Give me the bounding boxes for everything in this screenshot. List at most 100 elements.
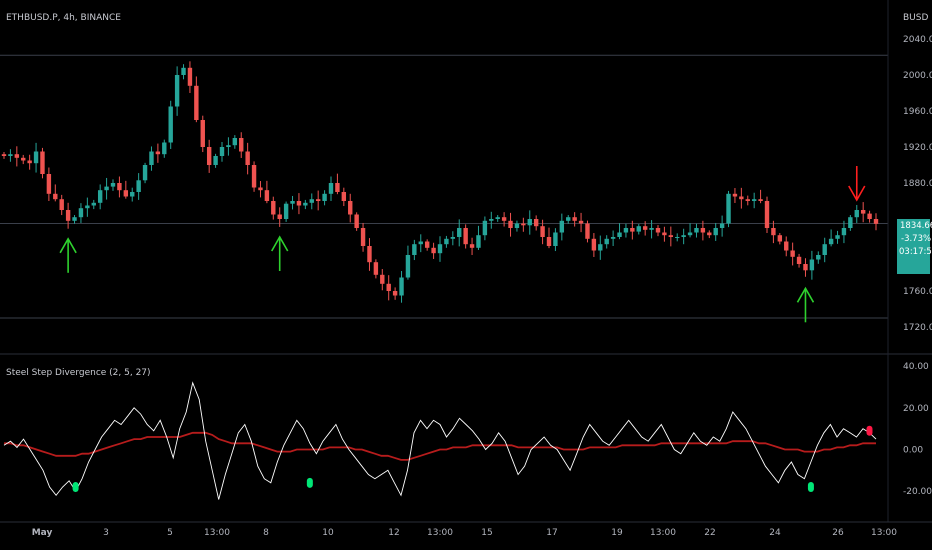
candle-body bbox=[412, 244, 417, 255]
candle-body bbox=[33, 151, 39, 164]
candle-body bbox=[713, 228, 718, 236]
candle-body bbox=[591, 238, 597, 251]
candle bbox=[687, 223, 693, 238]
candle bbox=[649, 220, 654, 239]
candle bbox=[380, 269, 385, 291]
price-tick-label: 1760.00 bbox=[903, 287, 932, 297]
candle bbox=[85, 197, 90, 217]
candle bbox=[623, 223, 629, 238]
candle bbox=[521, 217, 526, 232]
candle-body bbox=[707, 232, 712, 236]
time-tick-label: 5 bbox=[167, 528, 173, 538]
candle bbox=[553, 228, 558, 252]
candle-body bbox=[418, 241, 423, 245]
candle bbox=[431, 242, 436, 259]
time-tick-label: 13:00 bbox=[650, 528, 676, 538]
candle bbox=[809, 250, 815, 280]
candle bbox=[758, 189, 763, 204]
candle-body bbox=[533, 219, 539, 227]
candle bbox=[72, 215, 77, 224]
candle bbox=[713, 222, 718, 241]
candle bbox=[630, 220, 635, 240]
time-tick-label: 26 bbox=[832, 528, 844, 538]
candle bbox=[610, 230, 616, 246]
candle bbox=[655, 225, 661, 237]
candle bbox=[155, 143, 161, 163]
candle-body bbox=[867, 213, 872, 219]
candle bbox=[14, 146, 20, 167]
candle-body bbox=[739, 196, 744, 200]
price-badge-change: -3.73% bbox=[901, 234, 932, 244]
price-tick-label: 2000.00 bbox=[903, 71, 932, 81]
candle-body bbox=[8, 154, 13, 156]
candle bbox=[585, 220, 590, 243]
candle bbox=[739, 187, 744, 209]
candle-body bbox=[854, 210, 859, 218]
candle-body bbox=[174, 75, 180, 107]
candle bbox=[784, 236, 789, 257]
candle-body bbox=[662, 232, 667, 236]
candle-body bbox=[578, 220, 584, 224]
candle-body bbox=[354, 214, 359, 228]
candle-body bbox=[777, 235, 783, 242]
price-tick-label: 1960.00 bbox=[903, 107, 932, 117]
candle-body bbox=[610, 237, 616, 239]
candle bbox=[533, 215, 539, 231]
candle bbox=[21, 154, 26, 165]
sell-arrow-icon bbox=[848, 166, 866, 202]
candle-body bbox=[617, 232, 622, 237]
candle-body bbox=[46, 174, 52, 194]
candle bbox=[828, 229, 834, 247]
candle bbox=[40, 147, 45, 179]
oscillator-tick-label: 0.00 bbox=[903, 446, 923, 456]
candle-body bbox=[290, 201, 295, 204]
candle bbox=[33, 142, 39, 173]
candle-body bbox=[348, 201, 353, 215]
candle bbox=[123, 180, 129, 199]
candle-body bbox=[1, 154, 7, 156]
candle bbox=[860, 202, 866, 223]
candle bbox=[194, 76, 199, 123]
candle bbox=[264, 180, 270, 204]
candle bbox=[489, 211, 494, 229]
candle-body bbox=[251, 165, 257, 188]
candle bbox=[848, 215, 853, 231]
candle bbox=[354, 212, 359, 231]
candle-body bbox=[463, 228, 468, 245]
candle bbox=[566, 215, 571, 224]
candle bbox=[591, 233, 597, 257]
price-badge-price: 1834.66 bbox=[900, 221, 932, 231]
candle-body bbox=[700, 228, 706, 233]
candle bbox=[213, 153, 218, 168]
candle-body bbox=[194, 85, 199, 120]
time-tick-label: 13:00 bbox=[427, 528, 453, 538]
candle-body bbox=[309, 199, 314, 203]
candle bbox=[335, 173, 340, 195]
candle bbox=[136, 173, 141, 200]
candle-body bbox=[258, 187, 263, 191]
bull-divergence-marker bbox=[807, 482, 814, 492]
candle bbox=[290, 195, 295, 210]
oscillator-tick-label: 40.00 bbox=[903, 362, 929, 372]
candle bbox=[790, 242, 795, 266]
candle-body bbox=[405, 255, 411, 278]
candle-body bbox=[559, 220, 565, 233]
candle-body bbox=[527, 219, 532, 226]
price-axis-currency: BUSD bbox=[903, 13, 929, 23]
candle-body bbox=[277, 214, 282, 219]
candle bbox=[662, 226, 667, 242]
candle bbox=[636, 224, 641, 235]
candle bbox=[501, 212, 507, 227]
candle-body bbox=[642, 226, 648, 230]
horizontal-levels bbox=[0, 54, 888, 319]
candle bbox=[873, 213, 879, 231]
oscillator-tick-label: 20.00 bbox=[903, 404, 929, 414]
candle-body bbox=[117, 183, 122, 191]
candle-body bbox=[399, 277, 404, 296]
candle bbox=[726, 190, 731, 228]
time-tick-label: 22 bbox=[704, 528, 715, 538]
candle bbox=[527, 210, 532, 235]
candle-body bbox=[27, 160, 32, 164]
price-tick-label: 2040.00 bbox=[903, 35, 932, 45]
